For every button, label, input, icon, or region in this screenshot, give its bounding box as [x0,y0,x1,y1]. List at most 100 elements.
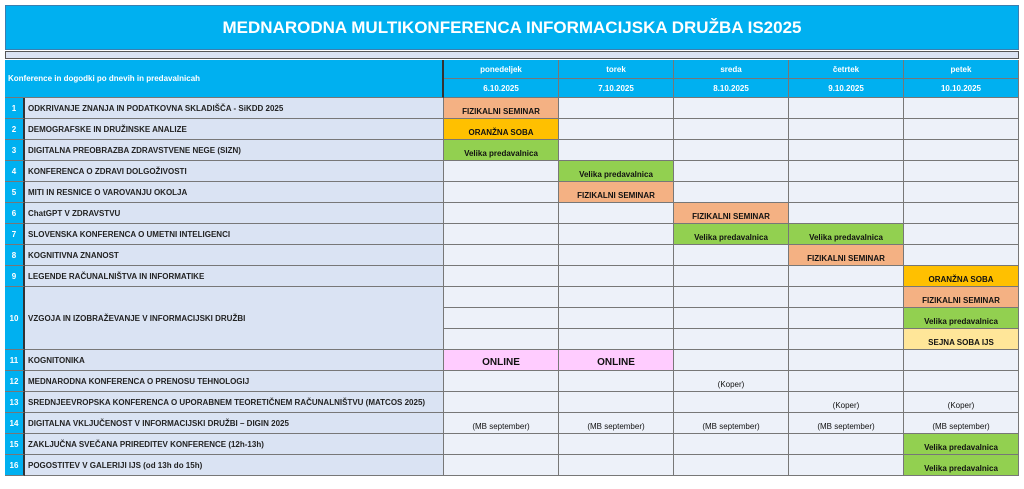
empty-cell [444,329,559,350]
empty-cell [904,203,1019,224]
empty-cell [674,455,789,476]
empty-cell [789,203,904,224]
day-name-ponedeljek: ponedeljek [444,60,559,79]
row-number: 3 [5,140,25,161]
empty-cell [444,266,559,287]
conference-name: ODKRIVANJE ZNANJA IN PODATKOVNA SKLADIŠČ… [25,98,444,119]
empty-cell [559,434,674,455]
conference-name: VZGOJA IN IZOBRAŽEVANJE V INFORMACIJSKI … [25,287,444,350]
empty-cell [559,287,674,308]
empty-cell [904,98,1019,119]
empty-cell [904,182,1019,203]
room-cell: Velika predavalnica [789,224,904,245]
empty-cell [674,119,789,140]
room-cell: Velika predavalnica [444,140,559,161]
empty-cell [789,287,904,308]
empty-cell [789,98,904,119]
row-number: 9 [5,266,25,287]
empty-cell [904,224,1019,245]
room-cell: Velika predavalnica [559,161,674,182]
empty-cell [674,434,789,455]
empty-cell [444,371,559,392]
conference-name: KONFERENCA O ZDRAVI DOLGOŽIVOSTI [25,161,444,182]
room-cell: FIZIKALNI SEMINAR [904,287,1019,308]
empty-cell [674,287,789,308]
room-cell: FIZIKALNI SEMINAR [444,98,559,119]
room-cell: FIZIKALNI SEMINAR [789,245,904,266]
conference-name: POGOSTITEV V GALERIJI IJS (od 13h do 15h… [25,455,444,476]
empty-cell [444,287,559,308]
empty-cell [444,308,559,329]
empty-cell [789,119,904,140]
empty-cell [559,140,674,161]
empty-cell [444,161,559,182]
row-number: 10 [5,287,25,350]
conference-name: MEDNARODNA KONFERENCA O PRENOSU TEHNOLOG… [25,371,444,392]
empty-cell [559,224,674,245]
row-number: 15 [5,434,25,455]
empty-cell [904,350,1019,371]
empty-cell [789,161,904,182]
day-name-torek: torek [559,60,674,79]
empty-cell [789,371,904,392]
row-number: 13 [5,392,25,413]
conference-name: MITI IN RESNICE O VAROVANJU OKOLJA [25,182,444,203]
empty-cell [674,266,789,287]
empty-cell [789,266,904,287]
empty-cell [559,119,674,140]
row-number: 12 [5,371,25,392]
day-date: 9.10.2025 [789,79,904,98]
day-date: 7.10.2025 [559,79,674,98]
empty-cell [789,455,904,476]
conference-name: ChatGPT V ZDRAVSTVU [25,203,444,224]
empty-cell [904,119,1019,140]
room-cell: Velika predavalnica [904,455,1019,476]
room-cell: Velika predavalnica [674,224,789,245]
room-cell: (Koper) [904,392,1019,413]
empty-cell [444,245,559,266]
header-label: Konference in dogodki po dnevih in preda… [5,60,444,98]
day-date: 6.10.2025 [444,79,559,98]
row-number: 8 [5,245,25,266]
conference-name: SLOVENSKA KONFERENCA O UMETNI INTELIGENC… [25,224,444,245]
room-cell: (MB september) [444,413,559,434]
day-name-petek: petek [904,60,1019,79]
row-number: 11 [5,350,25,371]
page-title: MEDNARODNA MULTIKONFERENCA INFORMACIJSKA… [5,5,1019,50]
row-number: 14 [5,413,25,434]
empty-cell [789,140,904,161]
row-number: 7 [5,224,25,245]
divider-strip [5,51,1019,59]
row-number: 6 [5,203,25,224]
empty-cell [559,392,674,413]
empty-cell [789,182,904,203]
row-number: 1 [5,98,25,119]
conference-name: KOGNITIVNA ZNANOST [25,245,444,266]
room-cell: (MB september) [559,413,674,434]
conference-name: ZAKLJUČNA SVEČANA PRIREDITEV KONFERENCE … [25,434,444,455]
row-number: 2 [5,119,25,140]
empty-cell [559,266,674,287]
room-cell: Velika predavalnica [904,434,1019,455]
row-number: 16 [5,455,25,476]
empty-cell [904,140,1019,161]
row-number: 4 [5,161,25,182]
conference-name: KOGNITONIKA [25,350,444,371]
conference-name: DIGITALNA PREOBRAZBA ZDRAVSTVENE NEGE (S… [25,140,444,161]
empty-cell [789,308,904,329]
empty-cell [789,329,904,350]
room-cell: ONLINE [559,350,674,371]
day-name-četrtek: četrtek [789,60,904,79]
empty-cell [674,140,789,161]
empty-cell [559,455,674,476]
empty-cell [444,434,559,455]
empty-cell [444,392,559,413]
empty-cell [559,98,674,119]
empty-cell [674,98,789,119]
empty-cell [559,371,674,392]
empty-cell [444,455,559,476]
conference-name: SREDNJEEVROPSKA KONFERENCA O UPORABNEM T… [25,392,444,413]
room-cell: (MB september) [904,413,1019,434]
empty-cell [674,182,789,203]
room-cell: (MB september) [789,413,904,434]
